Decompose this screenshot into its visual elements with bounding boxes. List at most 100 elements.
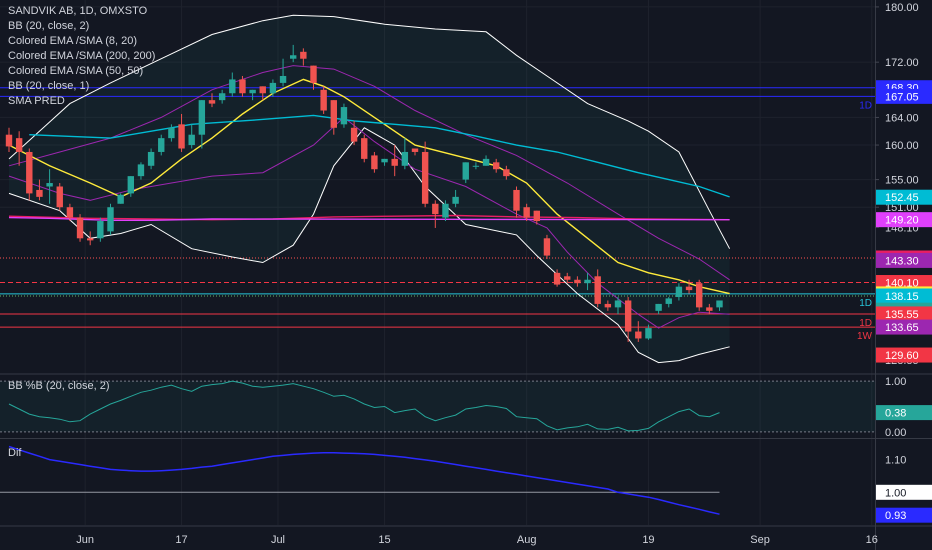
tick-label: 17	[175, 534, 187, 546]
candle-body	[675, 286, 683, 298]
candle-body	[76, 217, 84, 239]
bbpct-band	[0, 381, 875, 432]
tick-label: 172.00	[885, 57, 919, 69]
candle	[401, 138, 409, 170]
series-line	[8, 65, 730, 281]
candle	[391, 145, 398, 177]
candle-body	[452, 196, 459, 204]
candle-body	[259, 86, 266, 94]
price-badge-label: 152.45	[885, 192, 919, 204]
candle	[635, 321, 642, 342]
candle-body	[564, 276, 571, 280]
tick-label: Sep	[750, 534, 770, 546]
candle-body	[645, 328, 652, 339]
candle	[76, 214, 84, 242]
candle	[503, 165, 510, 180]
candle	[614, 297, 622, 315]
candle-body	[706, 307, 713, 311]
candle	[716, 300, 723, 311]
candle	[533, 210, 540, 225]
level-label: 1D	[859, 298, 872, 309]
candle-body	[340, 107, 348, 125]
tick-label: 151.00	[885, 202, 919, 214]
series-line	[8, 116, 730, 329]
candle-body	[66, 207, 74, 218]
candle	[36, 179, 43, 201]
candle	[452, 189, 459, 208]
candle	[574, 276, 581, 287]
candle-body	[107, 207, 114, 232]
candle	[675, 283, 683, 301]
indicator-label: Colored EMA /SMA (50, 50)	[8, 65, 144, 77]
candle	[361, 134, 368, 163]
tick-label: 1.10	[885, 455, 906, 467]
candle	[188, 124, 195, 149]
candle	[97, 217, 104, 242]
series-line	[8, 78, 730, 295]
level-label: 1W	[857, 331, 873, 342]
candle	[300, 48, 307, 66]
price-badge-label: 133.65	[885, 322, 919, 334]
candle	[472, 162, 480, 170]
candle-body	[239, 79, 246, 94]
candle	[513, 186, 520, 218]
tick-label: 160.00	[885, 140, 919, 152]
candle-body	[36, 189, 43, 197]
candle	[350, 120, 358, 146]
candle	[137, 162, 145, 180]
candle	[218, 89, 226, 104]
candle-body	[46, 183, 53, 187]
chart-title: SANDVIK AB, 1D, OMXSTO	[8, 5, 148, 17]
candle-body	[685, 286, 693, 291]
price-badge	[876, 189, 932, 205]
price-badge-label: 149.20	[885, 215, 919, 227]
candle-body	[543, 238, 551, 256]
indicator-label: BB (20, close, 1)	[8, 80, 90, 92]
bbpct-legend: BB %B (20, close, 2)	[8, 380, 110, 392]
tick-label: 164.00	[885, 112, 919, 124]
candle-body	[127, 176, 134, 194]
price-badge-label: 135.55	[885, 309, 919, 321]
price-badge-label: 143.30	[885, 255, 919, 267]
candle	[15, 131, 23, 166]
candle	[594, 269, 601, 308]
price-badge-label: 0.38	[885, 408, 906, 420]
candle	[340, 103, 348, 128]
candle-body	[158, 138, 165, 152]
price-badge	[876, 306, 932, 322]
candle	[421, 141, 429, 208]
candle	[371, 151, 378, 173]
candle	[645, 324, 652, 340]
candle-body	[604, 303, 612, 308]
price-badge	[876, 319, 932, 335]
price-badge	[876, 275, 932, 291]
candle-body	[584, 279, 591, 284]
candle	[229, 72, 236, 97]
tick-label: 0.00	[885, 427, 906, 439]
tick-label: 16	[866, 534, 878, 546]
candle-body	[513, 189, 520, 211]
candle-body	[361, 138, 368, 159]
candle	[249, 89, 256, 101]
dif-legend: Dif	[8, 447, 22, 459]
candle-body	[462, 162, 469, 180]
candle	[696, 279, 703, 311]
candle-body	[198, 100, 206, 135]
candle-body	[26, 151, 33, 194]
candle	[584, 272, 591, 291]
candle	[279, 58, 287, 87]
candle-body	[624, 300, 632, 332]
candle-body	[188, 134, 195, 146]
price-badge	[876, 252, 932, 268]
candle-body	[218, 93, 226, 101]
candle-body	[574, 279, 581, 284]
candle	[208, 93, 216, 108]
candle	[310, 65, 317, 90]
candle	[523, 203, 530, 222]
candle	[259, 86, 266, 101]
price-badge	[876, 484, 932, 500]
price-badge-label: 0.93	[885, 510, 906, 522]
candle	[685, 279, 693, 294]
